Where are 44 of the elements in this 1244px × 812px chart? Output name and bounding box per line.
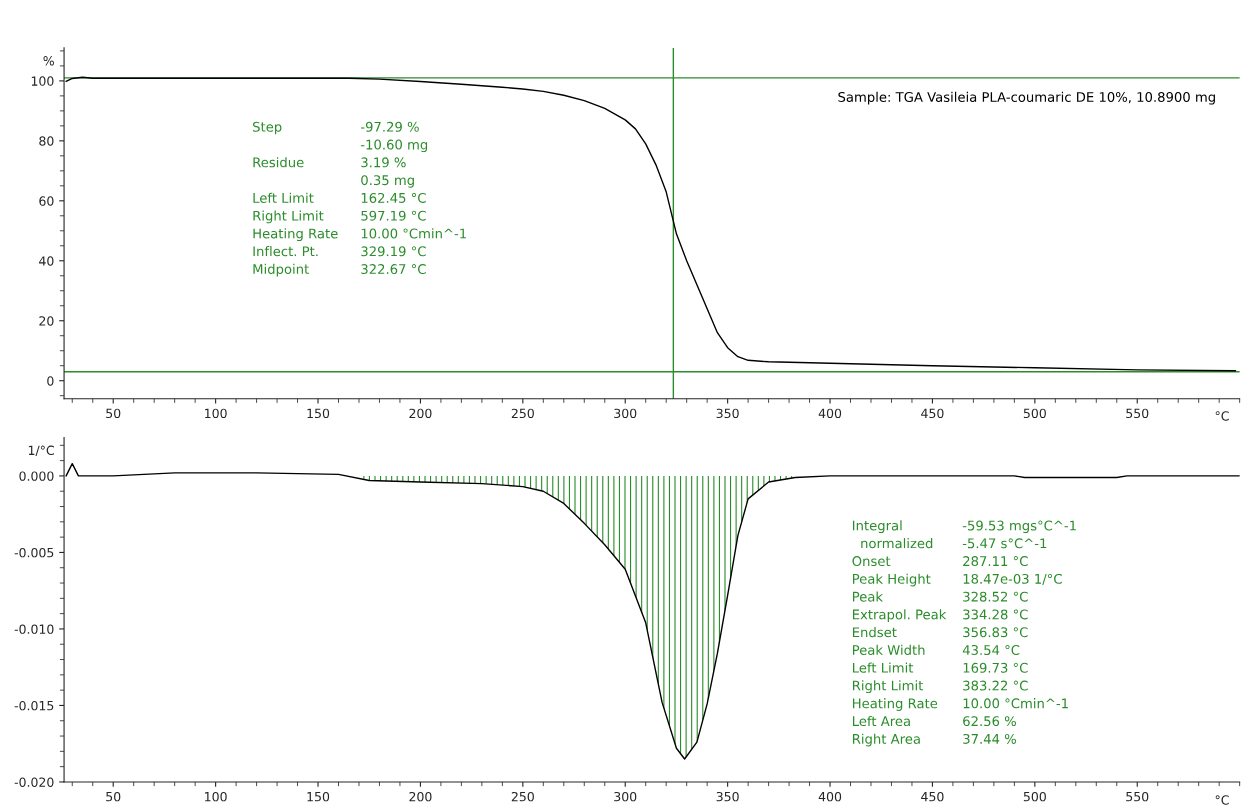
x-tick-label: 550 (1126, 408, 1149, 419)
x-tick-label: 350 (716, 408, 739, 419)
text: Step Residue Left Limit Right Limit Heating Rate Inflect. Pt. Midpoint (253, 121, 338, 277)
text: -59.53 mgs°C^-1 -5.47 s°C^-1 287.11 °C 18.47e-03 1/°C 328.52 °C 334.28 °C 356.83 °C 43.54 °C 169.73 °C 383.22 °C 10.00 °Cmin^-1 62.56 % 37.44 % (962, 520, 1076, 744)
line-series (65, 462, 1240, 760)
x-tick-label: 50 (106, 791, 121, 802)
x-tick-label: 500 (1023, 408, 1046, 419)
x-tick-label: 300 (614, 408, 637, 419)
y-tick-label: 20 (39, 316, 54, 326)
y-axis-title: % (43, 56, 54, 66)
y-tick-label: 60 (39, 196, 54, 206)
x-tick-label: 50 (106, 408, 121, 419)
x-axis-title: °C (1215, 795, 1229, 805)
y-tick-label: -0.010 (14, 624, 54, 634)
x-tick-label: 450 (921, 408, 944, 419)
x-tick-label: 400 (818, 791, 842, 802)
y-tick-label: -0.015 (14, 700, 54, 711)
y-tick-label: 40 (39, 256, 54, 266)
annotation: Sample: TGA Vasileia PLA-coumaric DE 10%, 10.8900 mg (838, 91, 1215, 105)
y-tick-label: 100 (31, 76, 54, 86)
text: Integral normalized Onset Peak Height Peak Extrapol. Peak Endset Peak Width Left Limit Right Limit Heating Rate Left Area Right Area (852, 520, 947, 747)
line-series (65, 76, 1237, 372)
x-tick-label: 250 (511, 791, 534, 802)
x-tick-label: 200 (409, 791, 432, 802)
y-tick-label: 0 (47, 376, 54, 386)
x-tick-label: 400 (818, 408, 842, 419)
text: -97.29 % -10.60 mg 3.19 % 0.35 mg 162.45 °C 597.19 °C 10.00 °Cmin^-1 329.19 °C 322.67 °C (360, 121, 466, 275)
y-tick-label: 80 (39, 136, 54, 146)
x-tick-label: 150 (307, 408, 330, 419)
x-tick-label: 100 (205, 408, 227, 419)
x-tick-label: 300 (614, 791, 637, 802)
x-tick-label: 200 (409, 408, 432, 419)
y-axis-title: 1/°C (28, 445, 54, 457)
x-tick-label: 350 (716, 791, 739, 802)
y-tick-label: -0.005 (14, 547, 54, 558)
y-tick-label: -0.020 (14, 777, 54, 787)
x-tick-label: 500 (1023, 791, 1046, 802)
x-tick-label: 550 (1126, 791, 1149, 802)
x-tick-label: 250 (511, 408, 534, 419)
x-tick-label: 150 (307, 791, 330, 802)
x-axis-title: °C (1215, 411, 1229, 421)
x-tick-label: 450 (921, 791, 944, 802)
x-tick-label: 100 (205, 791, 227, 802)
y-tick-label: 0.000 (19, 471, 54, 481)
